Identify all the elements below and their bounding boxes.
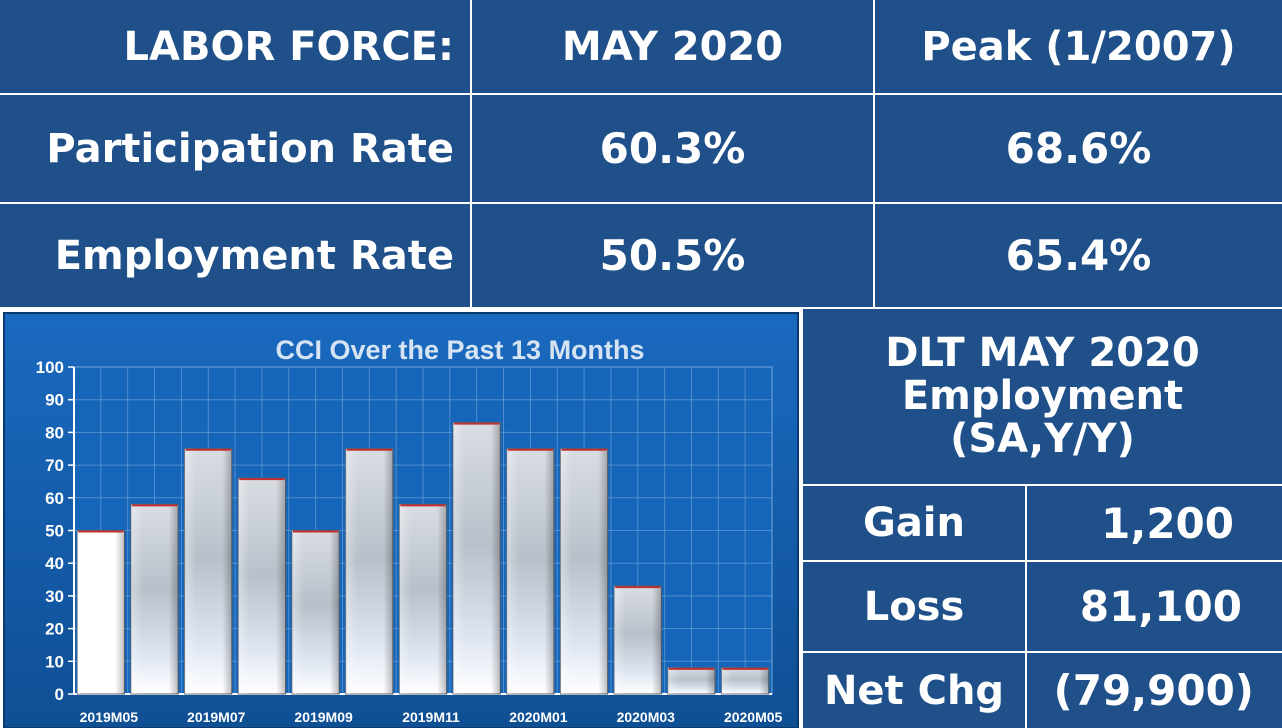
- bar-2020M02: [559, 448, 609, 695]
- header-labor-force: LABOR FORCE:: [0, 0, 470, 93]
- x-tick-label: 2019M05: [80, 709, 139, 725]
- x-tick-label: 2019M07: [187, 709, 246, 725]
- bar-2019M07: [184, 448, 233, 695]
- bar-2020M03: [613, 585, 662, 695]
- x-tick-label: 2020M05: [724, 709, 783, 725]
- chart-title: CCI Over the Past 13 Months: [275, 335, 644, 365]
- header-may-2020: MAY 2020: [472, 0, 873, 93]
- bar-2019M05: [76, 530, 125, 695]
- row-participation-label: Participation Rate: [0, 95, 470, 202]
- y-tick-label: 20: [45, 620, 64, 639]
- y-tick-label: 10: [45, 652, 64, 671]
- bar-2019M12: [452, 422, 501, 695]
- y-tick-label: 70: [45, 456, 64, 475]
- y-tick-label: 80: [45, 423, 64, 442]
- bar-2020M04: [667, 667, 716, 695]
- y-tick-label: 100: [36, 358, 64, 377]
- cci-bar-chart: CCI Over the Past 13 Months 0 10 20 30 40 50 60…: [3, 312, 799, 728]
- y-tick-label: 40: [45, 554, 64, 573]
- dlt-title-line-1: DLT MAY 2020: [885, 329, 1200, 376]
- bar-2019M06: [130, 503, 179, 695]
- y-tick-label: 50: [45, 522, 64, 541]
- dlt-netchg-value: (79,900): [1027, 653, 1282, 728]
- row-employment-peak: 65.4%: [875, 204, 1282, 307]
- y-tick-label: 0: [55, 685, 64, 704]
- bar-2020M05: [721, 667, 770, 695]
- dlt-title: DLT MAY 2020 Employment (SA,Y/Y): [803, 309, 1282, 484]
- x-tick-label: 2020M03: [617, 709, 676, 725]
- dlt-title-line-2: Employment: [901, 372, 1184, 419]
- dlt-netchg-label: Net Chg: [803, 653, 1025, 728]
- row-employment-label: Employment Rate: [0, 204, 470, 307]
- bar-2019M11: [398, 503, 448, 695]
- row-participation-may2020: 60.3%: [472, 95, 873, 202]
- x-tick-label: 2019M11: [402, 709, 460, 725]
- y-tick-label: 90: [45, 391, 64, 410]
- dlt-loss-value: 81,100: [1027, 562, 1282, 651]
- row-employment-may2020: 50.5%: [472, 204, 873, 307]
- bar-2019M08: [237, 477, 287, 695]
- bar-2019M10: [345, 448, 394, 695]
- dlt-gain-value: 1,200: [1027, 486, 1282, 560]
- x-tick-label: 2020M01: [509, 709, 568, 725]
- dlt-gain-label: Gain: [803, 486, 1025, 560]
- dlt-title-line-3: (SA,Y/Y): [950, 416, 1135, 463]
- bar-2020M01: [506, 448, 555, 695]
- x-tick-label: 2019M09: [294, 709, 353, 725]
- row-participation-peak: 68.6%: [875, 95, 1282, 202]
- header-peak: Peak (1/2007): [875, 0, 1282, 93]
- y-tick-label: 30: [45, 587, 64, 606]
- bar-2019M09: [291, 530, 340, 695]
- y-tick-label: 60: [45, 489, 64, 508]
- dlt-loss-label: Loss: [803, 562, 1025, 651]
- cci-chart-panel: CCI Over the Past 13 Months 0 10 20 30 40 50 60…: [2, 311, 800, 728]
